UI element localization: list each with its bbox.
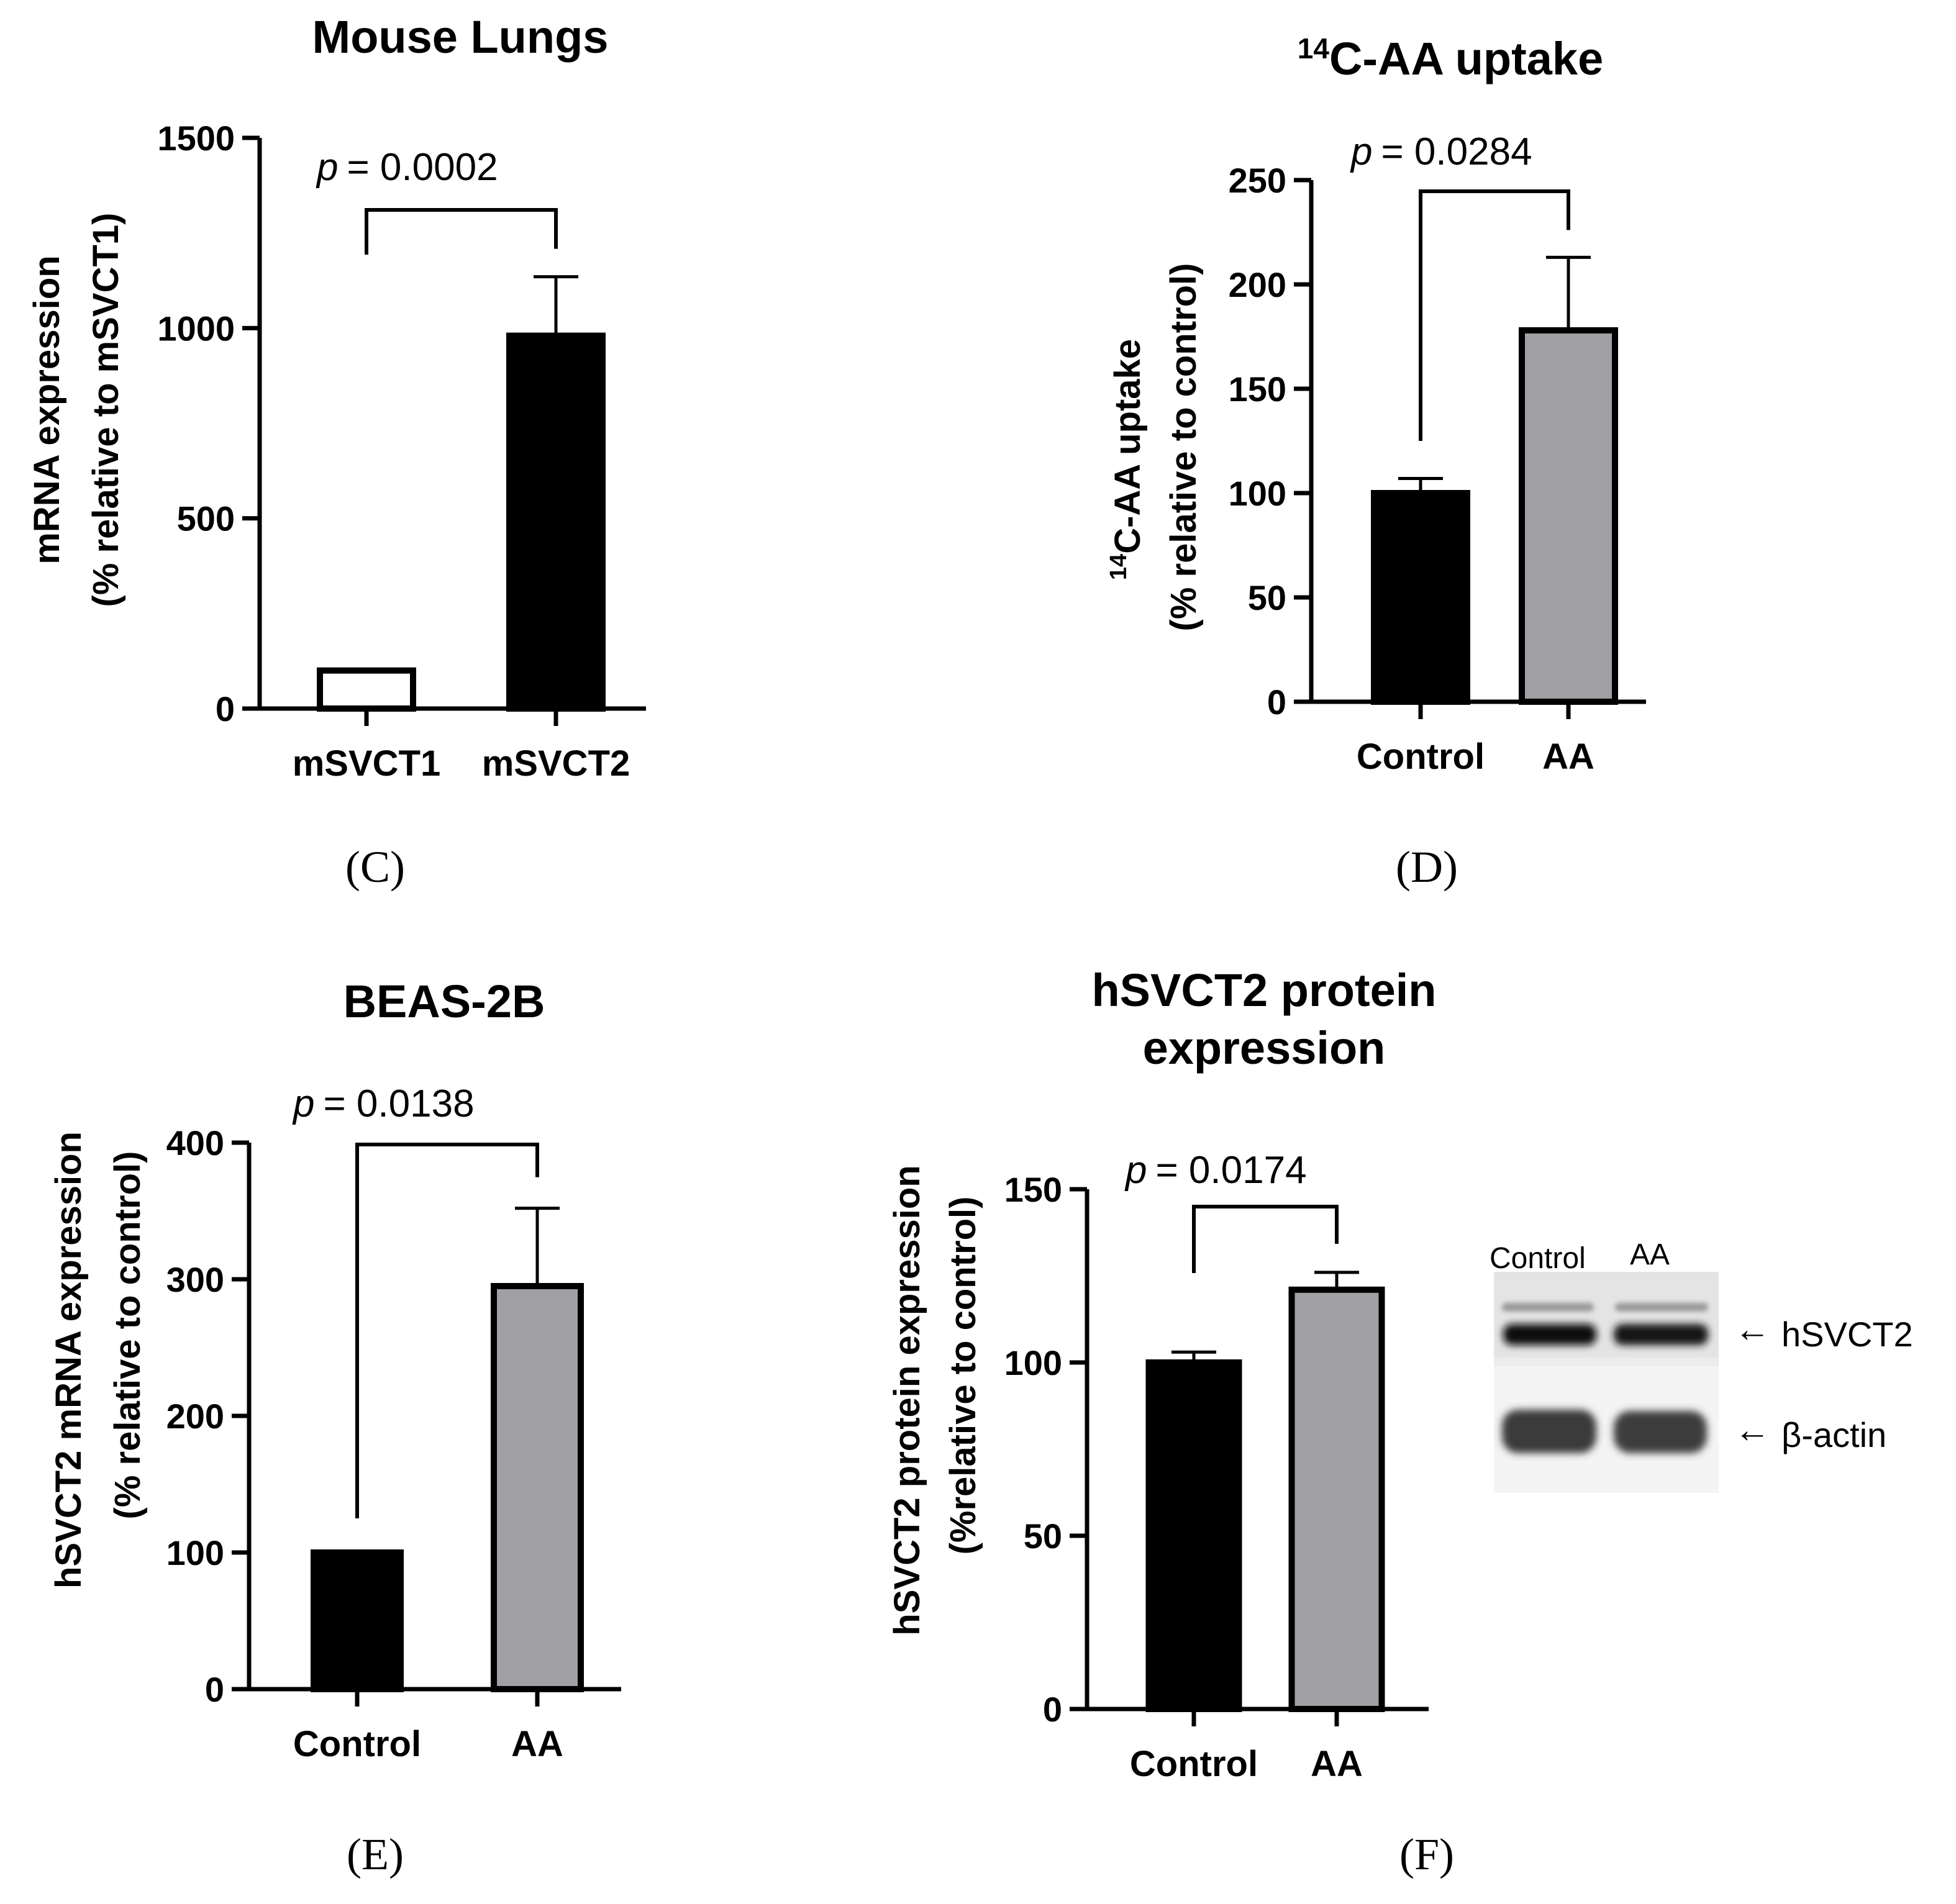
chart-f-p-value: p = 0.0174	[1124, 1149, 1307, 1192]
chart-e-title: BEAS-2B	[343, 976, 545, 1027]
blot-actin-band-aa	[1614, 1411, 1707, 1453]
chart-f-y-tick-label: 100	[1004, 1343, 1062, 1382]
panel-f: hSVCT2 protein expression hSVCT2 protein…	[887, 964, 1454, 1879]
blot-actin-band-control	[1502, 1410, 1596, 1453]
chart-d-y-tick-label: 150	[1229, 369, 1286, 409]
chart-d-x-tick-label-aa: AA	[1542, 737, 1594, 777]
chart-e-y-tick-label: 200	[166, 1397, 224, 1436]
chart-c-x-tick-label-msvct2: mSVCT2	[482, 743, 630, 784]
chart-e-significance-bracket	[355, 1143, 539, 1518]
chart-d-ylabel-superscript: 14	[1106, 554, 1132, 580]
chart-c-p-symbol: p	[316, 146, 338, 189]
panel-label-e: (E)	[347, 1829, 404, 1879]
chart-e-plot: 0 100 200 300 400 Control AA	[166, 1123, 621, 1764]
panel-label-d: (D)	[1396, 842, 1458, 892]
chart-f-bar-aa	[1288, 1286, 1385, 1713]
chart-d-y-tick-label: 200	[1229, 265, 1286, 304]
chart-e-x-tick-label-aa: AA	[511, 1724, 563, 1764]
chart-c-title: Mouse Lungs	[312, 11, 609, 63]
chart-e-bar-aa	[491, 1283, 584, 1692]
chart-d-y-tick-label: 50	[1248, 578, 1286, 617]
chart-f-y-tick-label: 0	[1043, 1690, 1062, 1729]
chart-c-p-number: = 0.0002	[347, 146, 498, 189]
panel-d: 14C-AA uptake 14C-AA uptake (% relative …	[1106, 32, 1646, 892]
chart-e-y-tick-label: 400	[166, 1123, 224, 1163]
chart-e-p-number: = 0.0138	[323, 1082, 474, 1125]
chart-f-ylabel-line1: hSVCT2 protein expression	[887, 1165, 927, 1635]
blot-band-label-hsvct2: hSVCT2	[1781, 1315, 1913, 1354]
chart-d-y-tick-label: 100	[1229, 474, 1286, 513]
chart-d-bar-aa	[1519, 327, 1618, 705]
blot-hsvct2-band-aa	[1614, 1324, 1708, 1345]
chart-c-plot: 0 500 1000 1500 mSVCT1 mSVCT2	[157, 119, 646, 784]
chart-d-ylabel-line1: 14C-AA uptake	[1106, 339, 1148, 580]
chart-f-y-tick-label: 50	[1024, 1516, 1062, 1556]
blot-arrow-actin: ←	[1734, 1410, 1770, 1450]
chart-d-title: 14C-AA uptake	[1298, 32, 1603, 84]
chart-f-title-line2: expression	[1143, 1022, 1386, 1074]
chart-f-plot: 0 50 100 150 Control AA	[1004, 1170, 1429, 1784]
chart-f-x-tick-label-aa: AA	[1311, 1744, 1363, 1784]
chart-e-ylabel-line2: (% relative to control)	[107, 1151, 148, 1520]
chart-c-ylabel-line1: mRNA expression	[27, 255, 67, 564]
chart-f-x-tick-label-control: Control	[1130, 1744, 1258, 1784]
chart-e-y-tick-label: 100	[166, 1533, 224, 1572]
chart-d-title-superscript: 14	[1298, 32, 1330, 65]
blot-lane-label-control: Control	[1490, 1242, 1586, 1275]
chart-f-significance-bracket	[1192, 1205, 1339, 1273]
chart-f-p-number: = 0.0174	[1155, 1149, 1306, 1192]
chart-d-bar-control	[1371, 490, 1470, 705]
panel-label-c: (C)	[345, 842, 405, 892]
chart-e-y-tick-label: 0	[205, 1670, 224, 1709]
panel-label-f: (F)	[1399, 1829, 1454, 1879]
chart-f-p-symbol: p	[1124, 1149, 1147, 1192]
chart-d-plot: 0 50 100 150 200 250 Control AA	[1229, 161, 1646, 777]
chart-c-bar-msvct2	[506, 332, 606, 712]
chart-c-significance-bracket	[365, 208, 558, 255]
chart-e-bar-control	[311, 1549, 404, 1692]
chart-c-bar-msvct1	[317, 667, 416, 712]
chart-e-p-symbol: p	[292, 1082, 314, 1125]
chart-d-p-number: = 0.0284	[1381, 130, 1532, 173]
blot-band-label-actin: β-actin	[1781, 1415, 1886, 1454]
chart-f-title-line1: hSVCT2 protein	[1091, 964, 1436, 1016]
chart-e-y-tick-label: 300	[166, 1260, 224, 1299]
panel-e: BEAS-2B hSVCT2 mRNA expression (% relati…	[48, 976, 621, 1879]
western-blot: Control AA ← hSVCT2 ← β-actin	[1490, 1238, 1913, 1493]
chart-d-title-text: C-AA uptake	[1329, 33, 1603, 84]
chart-c-y-tick-label: 1500	[157, 119, 235, 158]
panel-c: Mouse Lungs mRNA expression (% relative …	[27, 11, 646, 892]
blot-lane-label-aa: AA	[1630, 1238, 1670, 1271]
chart-d-y-tick-label: 0	[1267, 682, 1286, 722]
blot-hsvct2-upper-band-aa	[1615, 1303, 1708, 1312]
chart-d-significance-bracket	[1419, 189, 1570, 441]
chart-c-x-tick-label-msvct1: mSVCT1	[293, 743, 441, 784]
blot-hsvct2-upper-band-control	[1502, 1303, 1594, 1312]
blot-arrow-hsvct2: ←	[1734, 1309, 1770, 1349]
chart-e-ylabel-line1: hSVCT2 mRNA expression	[48, 1131, 89, 1589]
chart-f-ylabel-line2: (%relative to control)	[943, 1197, 983, 1555]
blot-hsvct2-band-control	[1503, 1324, 1596, 1345]
chart-d-y-tick-label: 250	[1229, 161, 1286, 200]
chart-c-p-value: p = 0.0002	[316, 146, 498, 189]
chart-f-bar-control	[1145, 1359, 1242, 1712]
chart-f-y-tick-label: 150	[1004, 1170, 1062, 1209]
chart-c-y-tick-label: 1000	[157, 309, 235, 348]
chart-c-y-tick-label: 500	[177, 499, 235, 538]
chart-d-ylabel-line2: (% relative to control)	[1163, 263, 1204, 632]
chart-d-ylabel-text: C-AA uptake	[1108, 339, 1148, 554]
chart-e-p-value: p = 0.0138	[292, 1082, 475, 1125]
chart-d-p-symbol: p	[1350, 130, 1372, 173]
chart-d-p-value: p = 0.0284	[1350, 130, 1532, 173]
chart-c-ylabel-line2: (% relative to mSVCT1)	[86, 213, 126, 607]
chart-d-x-tick-label-control: Control	[1357, 737, 1485, 777]
chart-c-y-tick-label: 0	[216, 689, 235, 728]
chart-e-x-tick-label-control: Control	[293, 1724, 421, 1764]
